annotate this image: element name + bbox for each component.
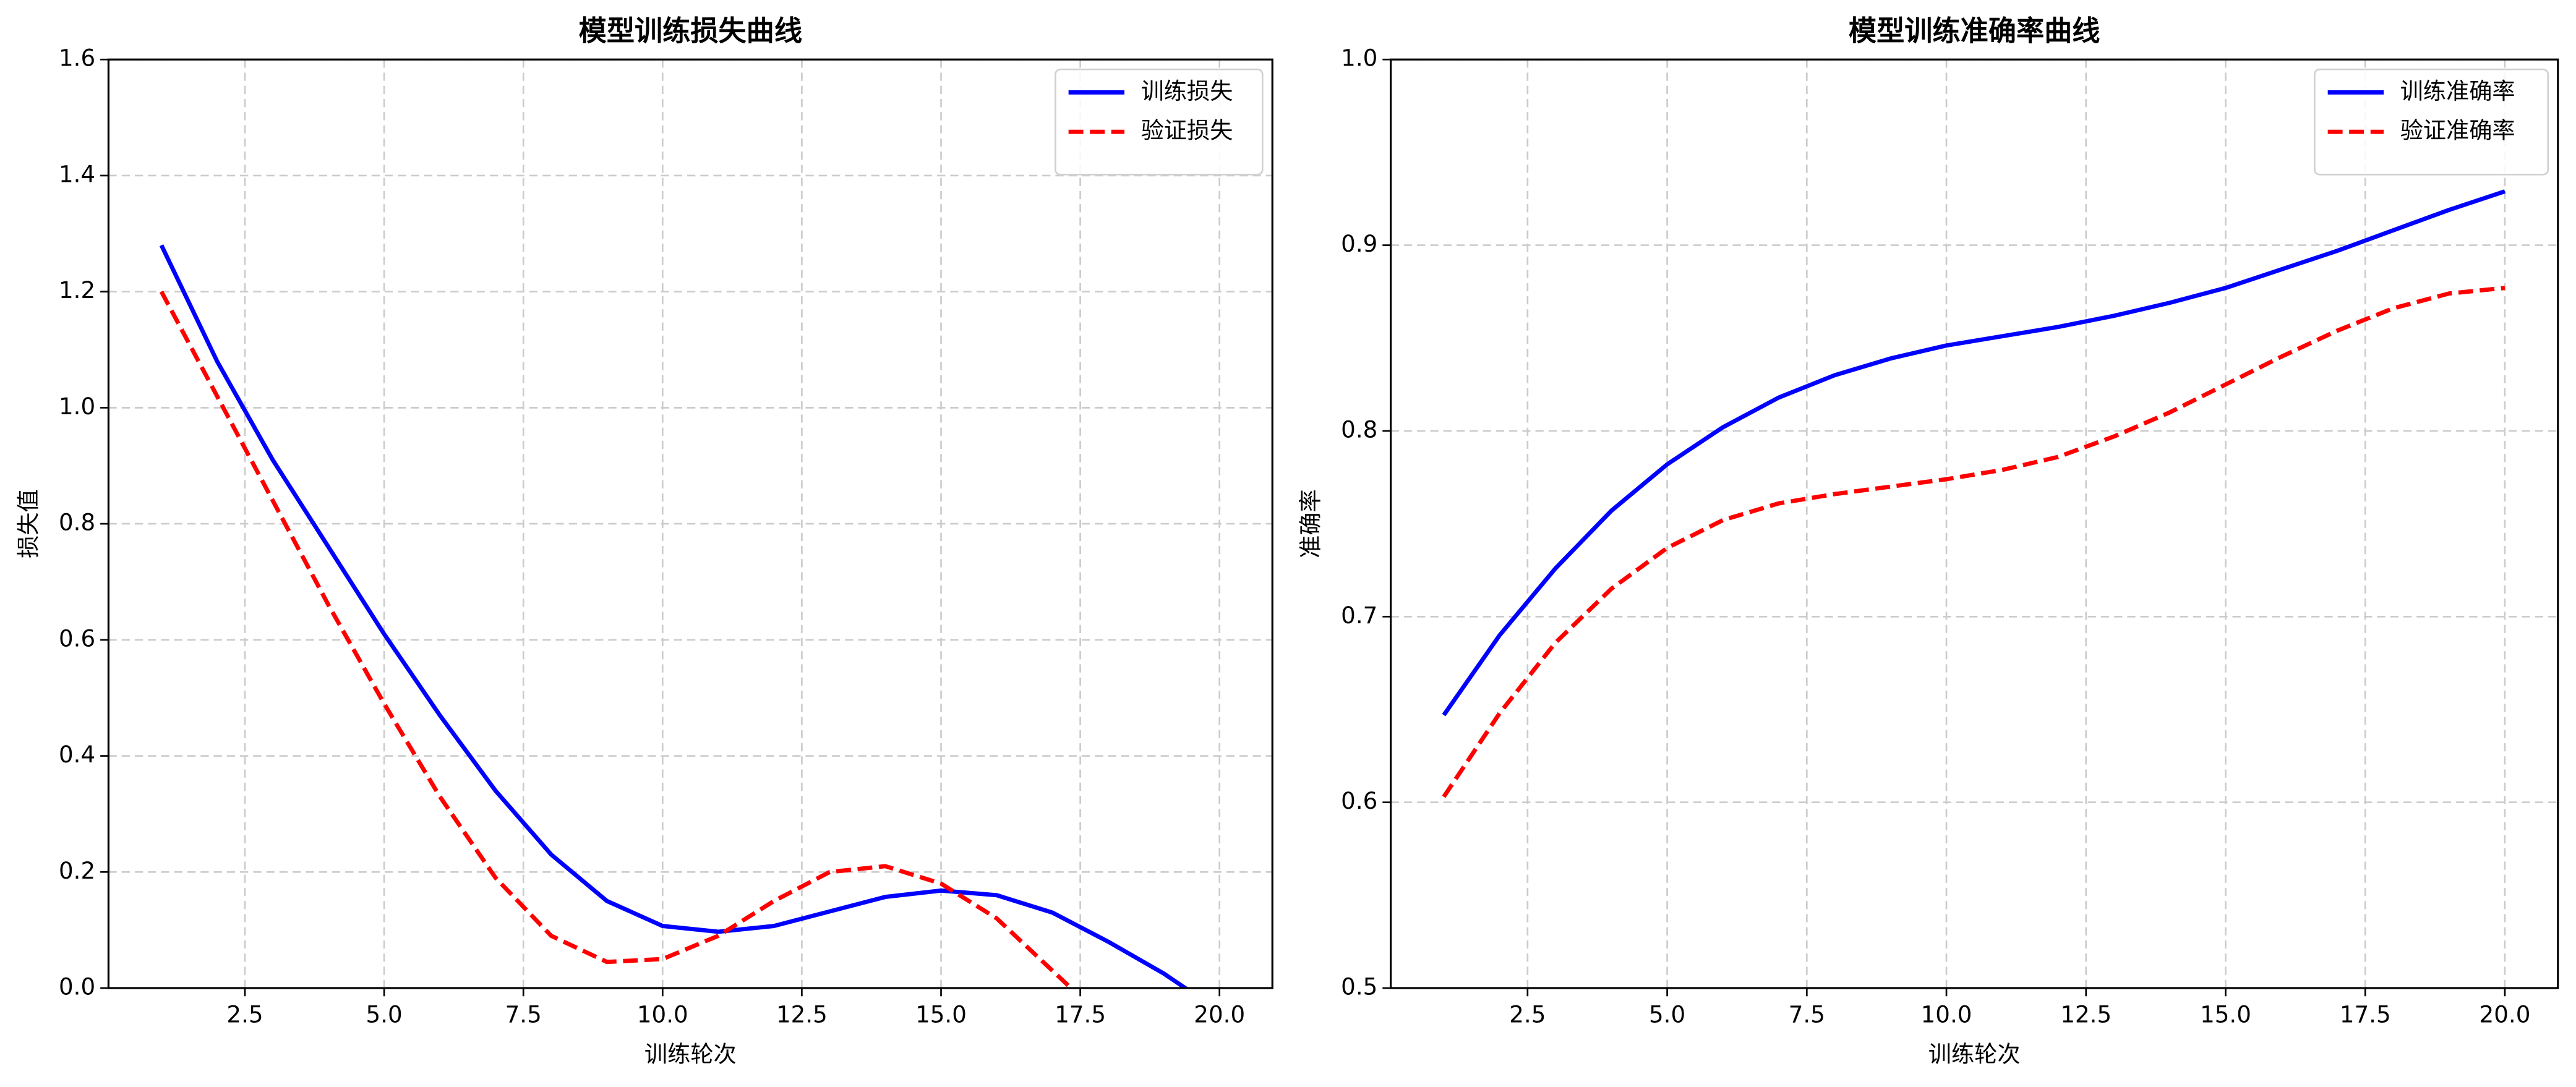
- y-tick-label: 1.6: [59, 45, 95, 72]
- plot-frame: [107, 58, 1273, 989]
- x-axis-label: 训练轮次: [644, 1040, 737, 1067]
- legend-label: 验证准确率: [2400, 117, 2515, 144]
- x-axis-label: 训练轮次: [1928, 1040, 2021, 1067]
- y-tick-label: 1.4: [59, 160, 95, 187]
- y-axis-label: 准确率: [1297, 489, 1324, 558]
- x-tick-label: 15.0: [915, 1001, 967, 1028]
- y-tick-label: 1.0: [59, 393, 95, 420]
- x-tick-label: 10.0: [1921, 1001, 1972, 1028]
- x-tick-label: 5.0: [1649, 1001, 1685, 1028]
- chart-title: 模型训练准确率曲线: [1849, 15, 2100, 48]
- legend-label: 验证损失: [1141, 117, 1233, 144]
- x-tick-label: 10.0: [637, 1001, 688, 1028]
- x-tick-label: 7.5: [1789, 1001, 1825, 1028]
- y-tick-label: 1.2: [59, 276, 95, 304]
- chart: 2.5 5.0 7.5 10.0 12.5 15.0 17.5 20.0 0.5 0.6 0.7 0.…: [1297, 15, 2559, 1067]
- x-tick-label: 17.5: [1055, 1001, 1106, 1028]
- y-tick-label: 0.4: [59, 741, 95, 768]
- x-tick-label: 5.0: [366, 1001, 403, 1028]
- y-tick-label: 0.5: [1341, 973, 1377, 1000]
- plot-frame: [1390, 58, 2559, 989]
- y-axis-label: 损失值: [14, 489, 41, 558]
- x-tick-label: 20.0: [2480, 1001, 2531, 1028]
- series-line: [1442, 189, 2506, 717]
- x-tick-label: 15.0: [2200, 1001, 2251, 1028]
- y-tick-label: 0.8: [1341, 416, 1377, 443]
- y-tick-label: 0.2: [59, 857, 95, 884]
- x-tick-label: 12.5: [2060, 1001, 2112, 1028]
- y-tick-label: 0.6: [59, 624, 95, 652]
- legend-label: 训练准确率: [2400, 77, 2515, 104]
- x-tick-label: 17.5: [2340, 1001, 2391, 1028]
- x-tick-label: 12.5: [776, 1001, 828, 1028]
- chart-title: 模型训练损失曲线: [579, 15, 802, 48]
- y-tick-label: 0.9: [1341, 230, 1377, 257]
- x-tick-label: 2.5: [226, 1001, 263, 1028]
- x-tick-label: 20.0: [1194, 1001, 1245, 1028]
- x-tick-label: 2.5: [1509, 1001, 1546, 1028]
- chart: 2.5 5.0 7.5 10.0 12.5 15.0 17.5 20.0 0.0 0.2 0.4 0.…: [14, 15, 1273, 1067]
- series-line: [159, 291, 1074, 988]
- y-tick-label: 0.7: [1341, 602, 1377, 629]
- y-tick-label: 0.6: [1341, 787, 1377, 814]
- x-tick-label: 7.5: [505, 1001, 542, 1028]
- series-line: [1442, 286, 2505, 798]
- y-tick-label: 0.8: [59, 509, 95, 536]
- y-tick-label: 0.0: [59, 973, 95, 1000]
- y-tick-label: 1.0: [1341, 45, 1377, 72]
- legend-box: [1055, 68, 1264, 176]
- legend-label: 训练损失: [1141, 77, 1233, 104]
- series-line: [159, 244, 1189, 988]
- legend-box: [2314, 68, 2549, 176]
